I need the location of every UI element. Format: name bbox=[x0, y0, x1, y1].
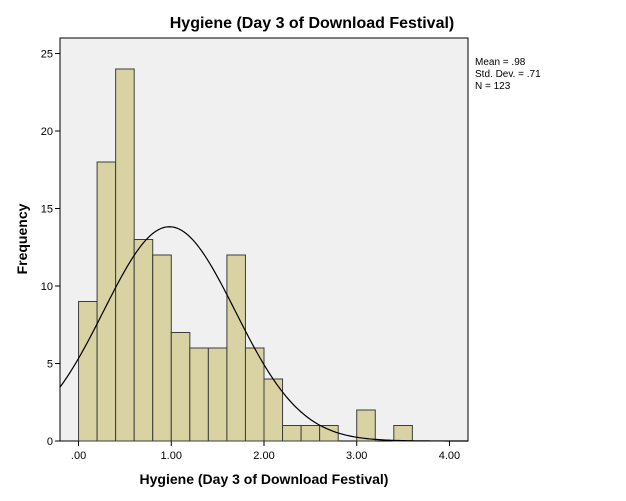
histogram-bar bbox=[96, 161, 117, 442]
y-tick-label: 15 bbox=[41, 204, 53, 216]
y-axis-label: Frequency bbox=[14, 203, 30, 274]
stats-line: N = 123 bbox=[475, 81, 511, 92]
histogram-bar bbox=[226, 254, 246, 442]
histogram-bar bbox=[78, 301, 98, 442]
histogram-bar bbox=[189, 347, 209, 442]
x-axis-label: Hygiene (Day 3 of Download Festival) bbox=[140, 471, 389, 487]
y-tick-label: 25 bbox=[41, 49, 53, 61]
y-tick-label: 0 bbox=[47, 436, 53, 448]
x-tick-label: 1.00 bbox=[161, 450, 182, 462]
histogram-bar bbox=[356, 409, 376, 442]
histogram-bar bbox=[319, 425, 339, 442]
y-tick-label: 10 bbox=[41, 281, 53, 293]
stats-line: Std. Dev. = .71 bbox=[475, 69, 541, 80]
x-tick-label: 4.00 bbox=[439, 450, 460, 462]
x-tick-label: .00 bbox=[71, 450, 86, 462]
histogram-bar bbox=[207, 347, 228, 442]
x-axis: .00 1.00 2.00 3.00 4.00 bbox=[71, 441, 460, 462]
stats-line: Mean = .98 bbox=[475, 57, 526, 68]
y-tick-label: 5 bbox=[47, 359, 53, 371]
x-tick-label: 2.00 bbox=[253, 450, 274, 462]
histogram-bar bbox=[133, 239, 154, 442]
histogram-bar bbox=[393, 425, 413, 442]
histogram-bar bbox=[152, 254, 172, 442]
normal-curve bbox=[59, 226, 468, 442]
histogram-bar bbox=[300, 425, 321, 442]
histogram-bar bbox=[244, 347, 265, 442]
y-axis: 0 5 10 15 20 25 bbox=[41, 49, 60, 448]
histogram-bar bbox=[115, 68, 135, 442]
histogram-bar bbox=[170, 332, 191, 442]
chart-title: Hygiene (Day 3 of Download Festival) bbox=[170, 15, 455, 32]
x-tick-label: 3.00 bbox=[346, 450, 367, 462]
histogram-bar bbox=[282, 425, 302, 442]
y-tick-label: 20 bbox=[41, 126, 53, 138]
